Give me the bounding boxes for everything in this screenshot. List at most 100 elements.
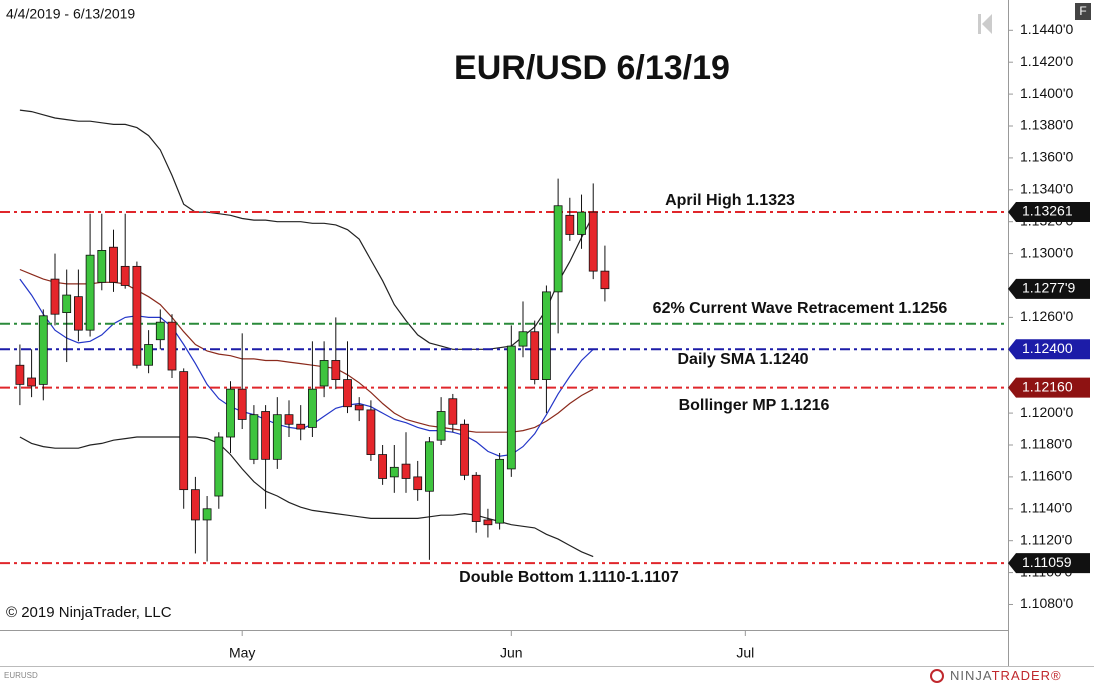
logo: NINJATRADER® bbox=[930, 668, 1062, 683]
price-label: 1.13261 bbox=[1022, 203, 1073, 219]
symbol: EURUSD bbox=[4, 671, 38, 680]
candle-body bbox=[366, 409, 376, 455]
candle-body bbox=[389, 466, 399, 478]
candle-body bbox=[425, 441, 434, 492]
candle-body bbox=[97, 250, 107, 283]
y-tick-label: 1.1080'0 bbox=[1020, 595, 1073, 611]
candle-body bbox=[272, 414, 282, 460]
candle-body bbox=[202, 508, 212, 521]
candle-body bbox=[506, 345, 516, 470]
candle-body bbox=[308, 388, 317, 428]
logo-mark bbox=[930, 669, 944, 683]
candle-body bbox=[296, 423, 306, 430]
logo-right: TRADER® bbox=[992, 668, 1062, 683]
candle-body bbox=[530, 331, 540, 380]
candle-body bbox=[401, 463, 411, 479]
candle-body bbox=[237, 388, 247, 420]
candle-body bbox=[85, 254, 95, 331]
candle-body bbox=[249, 414, 259, 460]
candle-body bbox=[577, 211, 586, 235]
candle-body bbox=[436, 411, 446, 441]
candle-body bbox=[483, 519, 493, 526]
level-annotation: Bollinger MP 1.1216 bbox=[679, 397, 830, 414]
candle-body bbox=[167, 321, 177, 371]
candle-body bbox=[600, 270, 610, 290]
y-tick-label: 1.1400'0 bbox=[1020, 85, 1073, 101]
y-tick-label: 1.1380'0 bbox=[1020, 117, 1073, 133]
candle-body bbox=[553, 205, 563, 293]
y-tick-label: 1.1440'0 bbox=[1020, 21, 1073, 37]
candle-body bbox=[120, 265, 130, 286]
y-tick-label: 1.1300'0 bbox=[1020, 244, 1073, 260]
candle-body bbox=[214, 436, 224, 497]
candle-body bbox=[471, 474, 481, 522]
price-label-box bbox=[1008, 201, 1090, 222]
candle-body bbox=[38, 315, 48, 385]
y-tick-label: 1.1420'0 bbox=[1020, 53, 1073, 69]
y-tick-label: 1.1140'0 bbox=[1020, 499, 1072, 515]
price-label: 1.12400 bbox=[1022, 340, 1073, 356]
plot-area bbox=[0, 109, 1008, 565]
candle-body bbox=[15, 364, 25, 385]
panel-button-label: F bbox=[1079, 4, 1086, 18]
candle-body bbox=[144, 344, 153, 366]
candle-body bbox=[50, 278, 60, 315]
candle-body bbox=[73, 296, 83, 331]
x-tick-label: Jul bbox=[736, 645, 754, 661]
candle-body bbox=[331, 360, 341, 380]
candle-body bbox=[354, 404, 364, 411]
chart-title: EUR/USD 6/13/19 bbox=[454, 49, 730, 87]
candle-body bbox=[155, 321, 165, 341]
copyright: © 2019 NinjaTrader, LLC bbox=[6, 604, 172, 621]
price-label: 1.11059 bbox=[1022, 554, 1072, 570]
candle-body bbox=[495, 458, 505, 524]
price-label-box bbox=[1008, 553, 1090, 574]
nav-bar bbox=[978, 14, 981, 34]
candle-body bbox=[542, 291, 551, 380]
logo-left: NINJA bbox=[950, 668, 992, 683]
candle-body bbox=[190, 489, 200, 521]
candle-body bbox=[518, 331, 528, 347]
x-tick-label: May bbox=[229, 645, 255, 661]
candle-body bbox=[226, 388, 235, 438]
candle-body bbox=[448, 398, 458, 425]
x-tick-label: Jun bbox=[500, 645, 523, 661]
candle-body bbox=[179, 371, 189, 491]
y-tick-label: 1.1360'0 bbox=[1020, 149, 1073, 165]
price-label: 1.1277'9 bbox=[1022, 280, 1075, 296]
y-tick-label: 1.1120'0 bbox=[1020, 531, 1072, 547]
candle-body bbox=[109, 246, 118, 283]
date-range: 4/4/2019 - 6/13/2019 bbox=[6, 6, 135, 22]
candle-body bbox=[460, 423, 469, 476]
nav-icon[interactable] bbox=[978, 14, 992, 34]
candle-body bbox=[261, 411, 271, 460]
candle-body bbox=[62, 294, 72, 314]
y-tick-label: 1.1340'0 bbox=[1020, 181, 1073, 197]
panel-button[interactable] bbox=[1075, 3, 1091, 20]
y-tick-label: 1.1160'0 bbox=[1020, 468, 1072, 484]
candle-body bbox=[378, 454, 388, 479]
y-tick-label: 1.1200'0 bbox=[1020, 404, 1073, 420]
candle-body bbox=[284, 414, 294, 425]
y-tick-label: 1.1180'0 bbox=[1020, 436, 1072, 452]
candle-body bbox=[588, 211, 598, 272]
logo-text: NINJATRADER® bbox=[950, 668, 1062, 683]
level-annotation: Double Bottom 1.1110-1.1107 bbox=[459, 569, 679, 586]
candle-body bbox=[413, 476, 423, 491]
price-label-box bbox=[1008, 339, 1090, 360]
level-annotation: 62% Current Wave Retracement 1.1256 bbox=[653, 300, 948, 317]
candle-body bbox=[27, 377, 36, 387]
level-annotation: April High 1.1323 bbox=[665, 192, 795, 209]
candle-body bbox=[565, 214, 575, 235]
level-annotation: Daily SMA 1.1240 bbox=[677, 351, 808, 368]
nav-arrow bbox=[982, 14, 992, 34]
price-label-box bbox=[1008, 278, 1090, 299]
y-tick-label: 1.1260'0 bbox=[1020, 308, 1073, 324]
candle-body bbox=[343, 379, 352, 408]
candle-body bbox=[132, 265, 142, 366]
candle-body bbox=[319, 360, 329, 387]
indicator-line bbox=[19, 278, 594, 457]
price-label-box bbox=[1008, 377, 1090, 398]
price-label: 1.12160 bbox=[1022, 378, 1073, 394]
